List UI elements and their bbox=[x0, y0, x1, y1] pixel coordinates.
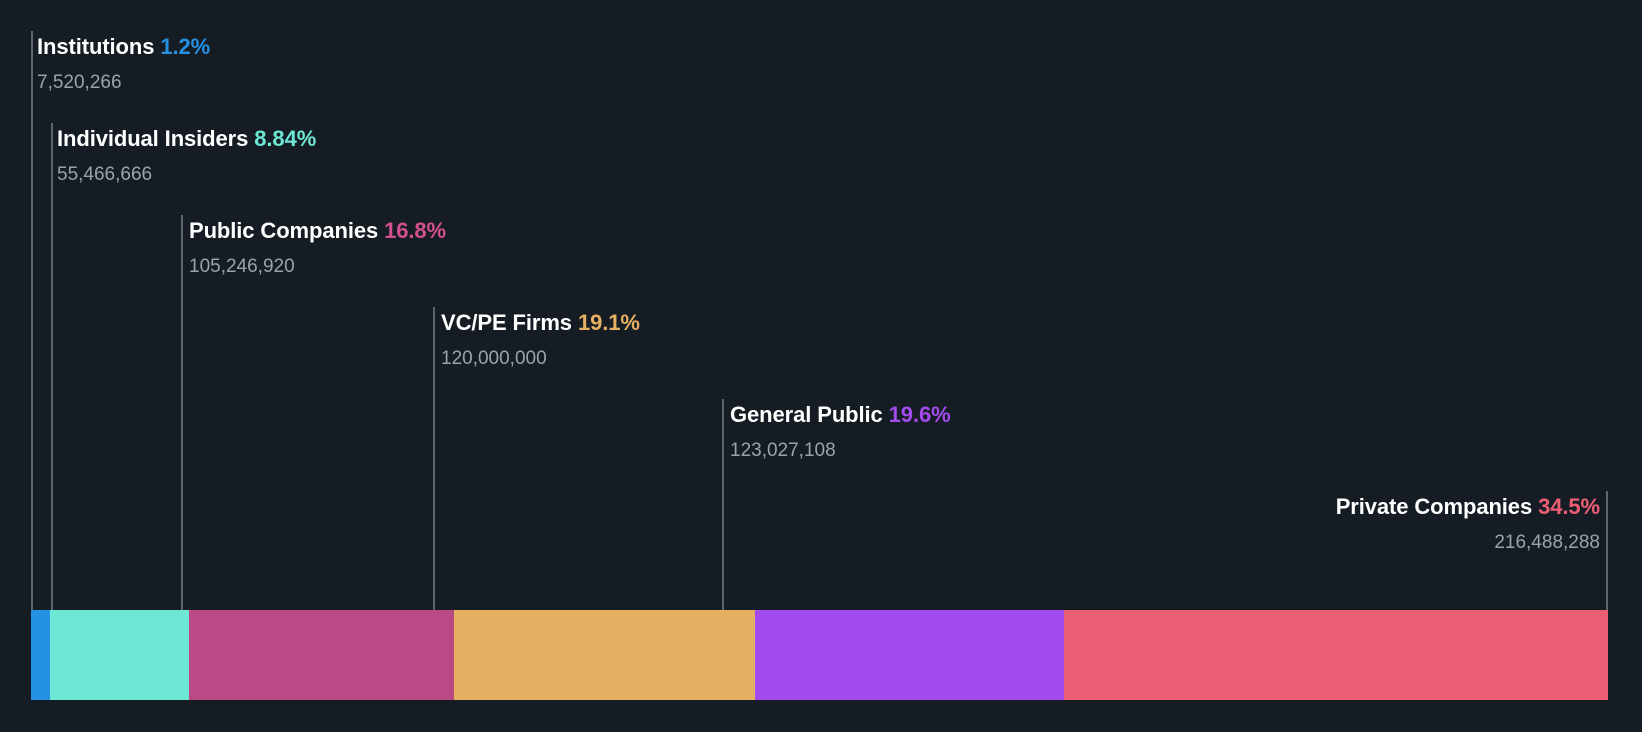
bar-segment-vc-pe-firms[interactable] bbox=[454, 610, 756, 700]
callout-label: VC/PE Firms bbox=[441, 310, 572, 335]
callout-title-row: VC/PE Firms 19.1% bbox=[441, 310, 640, 336]
bar-segment-general-public[interactable] bbox=[755, 610, 1065, 700]
callout-title-row: Individual Insiders 8.84% bbox=[57, 126, 316, 152]
callout-general-public[interactable]: General Public 19.6% 123,027,108 bbox=[730, 402, 951, 462]
leader-line-vc-pe-firms bbox=[433, 307, 435, 610]
callout-private-companies[interactable]: Private Companies 34.5% 216,488,288 bbox=[1336, 494, 1600, 554]
callout-value: 7,520,266 bbox=[37, 72, 122, 93]
callout-value: 123,027,108 bbox=[730, 440, 836, 461]
callout-value: 216,488,288 bbox=[1494, 532, 1600, 553]
callout-public-companies[interactable]: Public Companies 16.8% 105,246,920 bbox=[189, 218, 446, 278]
callout-percent: 19.1% bbox=[577, 310, 640, 335]
stacked-bar bbox=[31, 610, 1608, 700]
callout-label: General Public bbox=[730, 402, 883, 427]
callout-label: Institutions bbox=[37, 34, 155, 59]
leader-line-private-companies bbox=[1606, 491, 1608, 610]
bar-segment-individual-insiders[interactable] bbox=[49, 610, 190, 700]
callout-percent: 8.84% bbox=[254, 126, 317, 151]
bar-segment-private-companies[interactable] bbox=[1064, 610, 1608, 700]
callout-percent: 1.2% bbox=[160, 34, 211, 59]
callout-percent: 34.5% bbox=[1538, 494, 1600, 519]
callout-value: 55,466,666 bbox=[57, 164, 153, 185]
callout-title-row: Institutions 1.2% bbox=[37, 34, 210, 60]
bar-segment-institutions[interactable] bbox=[31, 610, 50, 700]
leader-line-public-companies bbox=[181, 215, 183, 610]
leader-line-institutions bbox=[31, 31, 33, 610]
leader-line-general-public bbox=[722, 399, 724, 610]
callout-label: Private Companies bbox=[1335, 494, 1533, 519]
callout-vc-pe-firms[interactable]: VC/PE Firms 19.1% 120,000,000 bbox=[441, 310, 640, 370]
callout-individual-insiders[interactable]: Individual Insiders 8.84% 55,466,666 bbox=[57, 126, 316, 186]
callout-value: 105,246,920 bbox=[189, 256, 295, 277]
callout-value: 120,000,000 bbox=[441, 348, 547, 369]
callout-title-row: Public Companies 16.8% bbox=[189, 218, 446, 244]
callout-institutions[interactable]: Institutions 1.2% 7,520,266 bbox=[37, 34, 210, 94]
bar-segment-public-companies[interactable] bbox=[189, 610, 455, 700]
callout-title-row: Private Companies 34.5% bbox=[1336, 494, 1600, 520]
callout-title-row: General Public 19.6% bbox=[730, 402, 951, 428]
callout-percent: 16.8% bbox=[384, 218, 447, 243]
callout-percent: 19.6% bbox=[888, 402, 951, 427]
callout-label: Public Companies bbox=[189, 218, 379, 243]
leader-line-individual-insiders bbox=[51, 123, 53, 610]
callout-label: Individual Insiders bbox=[57, 126, 249, 151]
